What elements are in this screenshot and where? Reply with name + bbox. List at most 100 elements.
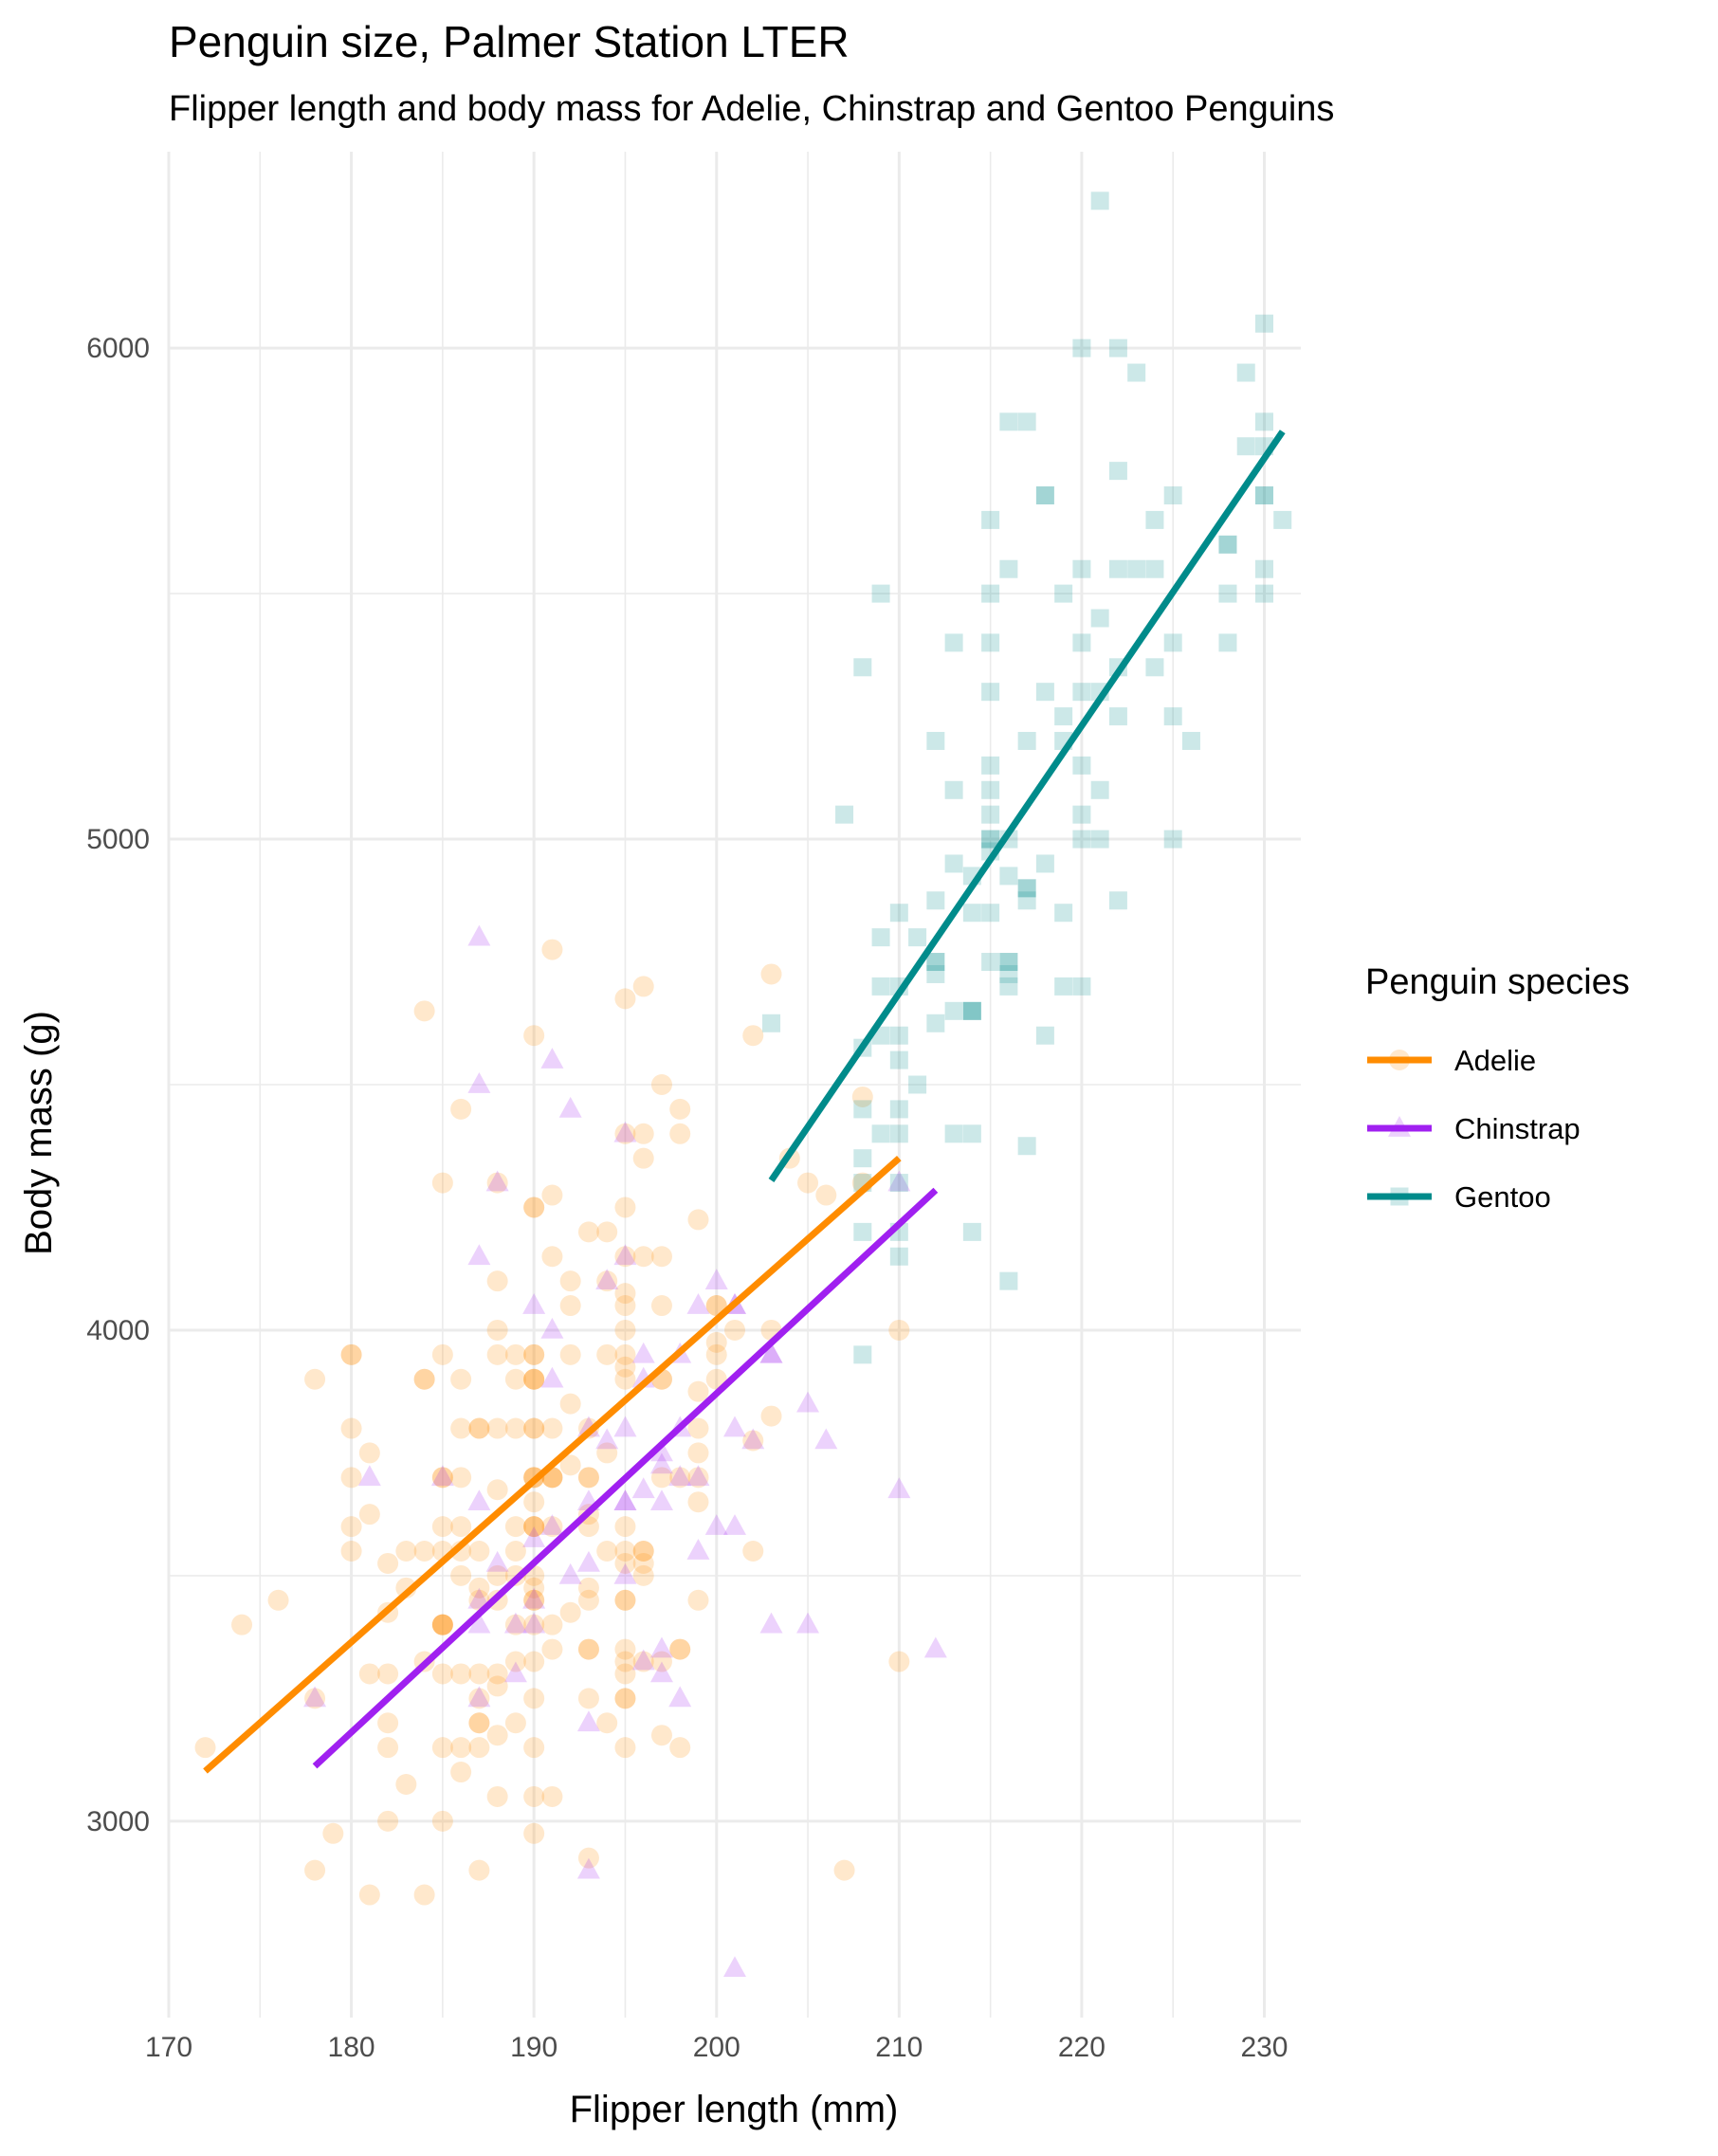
data-point-adelie	[431, 1614, 453, 1635]
x-tick-label: 170	[145, 2032, 192, 2063]
data-point-gentoo	[962, 1222, 981, 1241]
data-point-chinstrap	[576, 1710, 600, 1732]
data-point-adelie	[340, 1343, 362, 1365]
data-point-gentoo	[962, 1124, 981, 1143]
data-point-adelie	[888, 1651, 910, 1672]
legend-label-gentoo: Gentoo	[1454, 1180, 1551, 1214]
data-point-chinstrap	[558, 1562, 582, 1584]
data-point-gentoo	[962, 1001, 981, 1020]
data-point-adelie	[797, 1172, 819, 1194]
data-point-adelie	[358, 1663, 380, 1685]
data-point-gentoo	[999, 1271, 1018, 1290]
data-point-adelie	[760, 963, 782, 985]
data-point-adelie	[468, 1712, 490, 1734]
data-point-chinstrap	[649, 1489, 673, 1511]
data-point-gentoo	[1127, 559, 1146, 578]
data-point-chinstrap	[467, 1612, 491, 1634]
data-point-adelie	[614, 1552, 636, 1574]
data-point-adelie	[577, 1467, 599, 1489]
data-point-adelie	[596, 1221, 618, 1243]
data-point-gentoo	[944, 1124, 963, 1143]
data-point-chinstrap	[923, 1636, 947, 1658]
data-point-adelie	[431, 1343, 453, 1365]
data-point-adelie	[523, 1343, 545, 1365]
data-point-adelie	[504, 1712, 526, 1734]
data-point-adelie	[413, 1000, 435, 1022]
data-point-chinstrap	[613, 1562, 637, 1584]
data-point-adelie	[541, 1516, 563, 1538]
data-point-gentoo	[999, 953, 1018, 972]
data-point-adelie	[523, 1577, 545, 1599]
data-point-adelie	[523, 1785, 545, 1807]
data-point-gentoo	[926, 1014, 945, 1032]
data-point-gentoo	[1254, 559, 1273, 578]
data-point-adelie	[614, 1246, 636, 1268]
data-point-gentoo	[1054, 707, 1073, 726]
legend-item-adelie: Adelie	[1367, 1044, 1536, 1077]
data-point-gentoo	[1108, 707, 1127, 726]
plot-panel	[167, 152, 1301, 2018]
data-point-gentoo	[1035, 486, 1054, 505]
data-point-adelie	[614, 1638, 636, 1660]
y-tick-label: 3000	[86, 1806, 150, 1837]
data-point-gentoo	[1236, 363, 1255, 382]
data-point-adelie	[523, 1368, 545, 1390]
data-point-gentoo	[853, 1345, 872, 1364]
data-point-adelie	[614, 1283, 636, 1305]
data-point-adelie	[523, 1688, 545, 1709]
data-point-gentoo	[1218, 584, 1237, 603]
data-point-adelie	[541, 1614, 563, 1635]
data-point-adelie	[559, 1454, 581, 1476]
data-point-gentoo	[1108, 338, 1127, 357]
data-point-adelie	[614, 1356, 636, 1378]
data-point-chinstrap	[522, 1587, 546, 1609]
data-point-adelie	[632, 1123, 654, 1144]
data-point-adelie	[614, 1651, 636, 1672]
grid-minor-lines	[169, 152, 1301, 2018]
data-point-adelie	[413, 1368, 435, 1390]
y-tick-label: 6000	[86, 333, 150, 364]
data-point-adelie	[669, 1467, 691, 1489]
data-point-chinstrap	[759, 1612, 783, 1634]
data-point-gentoo	[762, 1014, 781, 1032]
data-point-chinstrap	[467, 1244, 491, 1266]
data-point-gentoo	[889, 1247, 908, 1266]
data-point-adelie	[504, 1343, 526, 1365]
data-point-chinstrap	[704, 1269, 728, 1289]
data-point-adelie	[523, 1025, 545, 1047]
data-point-adelie	[541, 1417, 563, 1439]
data-point-adelie	[194, 1737, 216, 1759]
data-point-adelie	[523, 1417, 545, 1439]
data-point-chinstrap	[613, 1489, 637, 1511]
data-point-chinstrap	[668, 1686, 692, 1708]
data-point-gentoo	[1035, 486, 1054, 505]
data-point-gentoo	[853, 658, 872, 677]
data-point-adelie	[577, 1638, 599, 1660]
legend-entries: Adelie Chinstrap Gentoo	[1367, 1044, 1581, 1214]
data-point-adelie	[468, 1541, 490, 1562]
data-point-adelie	[541, 1638, 563, 1660]
data-point-chinstrap	[467, 1489, 491, 1511]
data-point-adelie	[669, 1638, 691, 1660]
data-point-adelie	[669, 1123, 691, 1144]
data-point-adelie	[468, 1712, 490, 1734]
data-point-chinstrap	[576, 1550, 600, 1572]
x-tick-label: 220	[1058, 2032, 1106, 2063]
data-point-adelie	[486, 1479, 508, 1501]
data-point-adelie	[450, 1467, 472, 1489]
data-point-adelie	[231, 1614, 253, 1635]
data-point-adelie	[340, 1467, 362, 1489]
data-point-adelie	[486, 1172, 508, 1194]
data-point-adelie	[486, 1675, 508, 1697]
data-point-adelie	[614, 1589, 636, 1611]
data-point-adelie	[559, 1393, 581, 1415]
data-point-chinstrap	[613, 1244, 637, 1266]
chart-subtitle: Flipper length and body mass for Adelie,…	[169, 89, 1334, 129]
data-point-gentoo	[1163, 707, 1182, 726]
data-point-adelie	[614, 1688, 636, 1709]
data-point-adelie	[614, 1663, 636, 1685]
data-point-adelie	[523, 1737, 545, 1759]
data-point-gentoo	[926, 891, 945, 910]
data-point-gentoo	[962, 1001, 981, 1020]
legend-title: Penguin species	[1365, 962, 1630, 1002]
